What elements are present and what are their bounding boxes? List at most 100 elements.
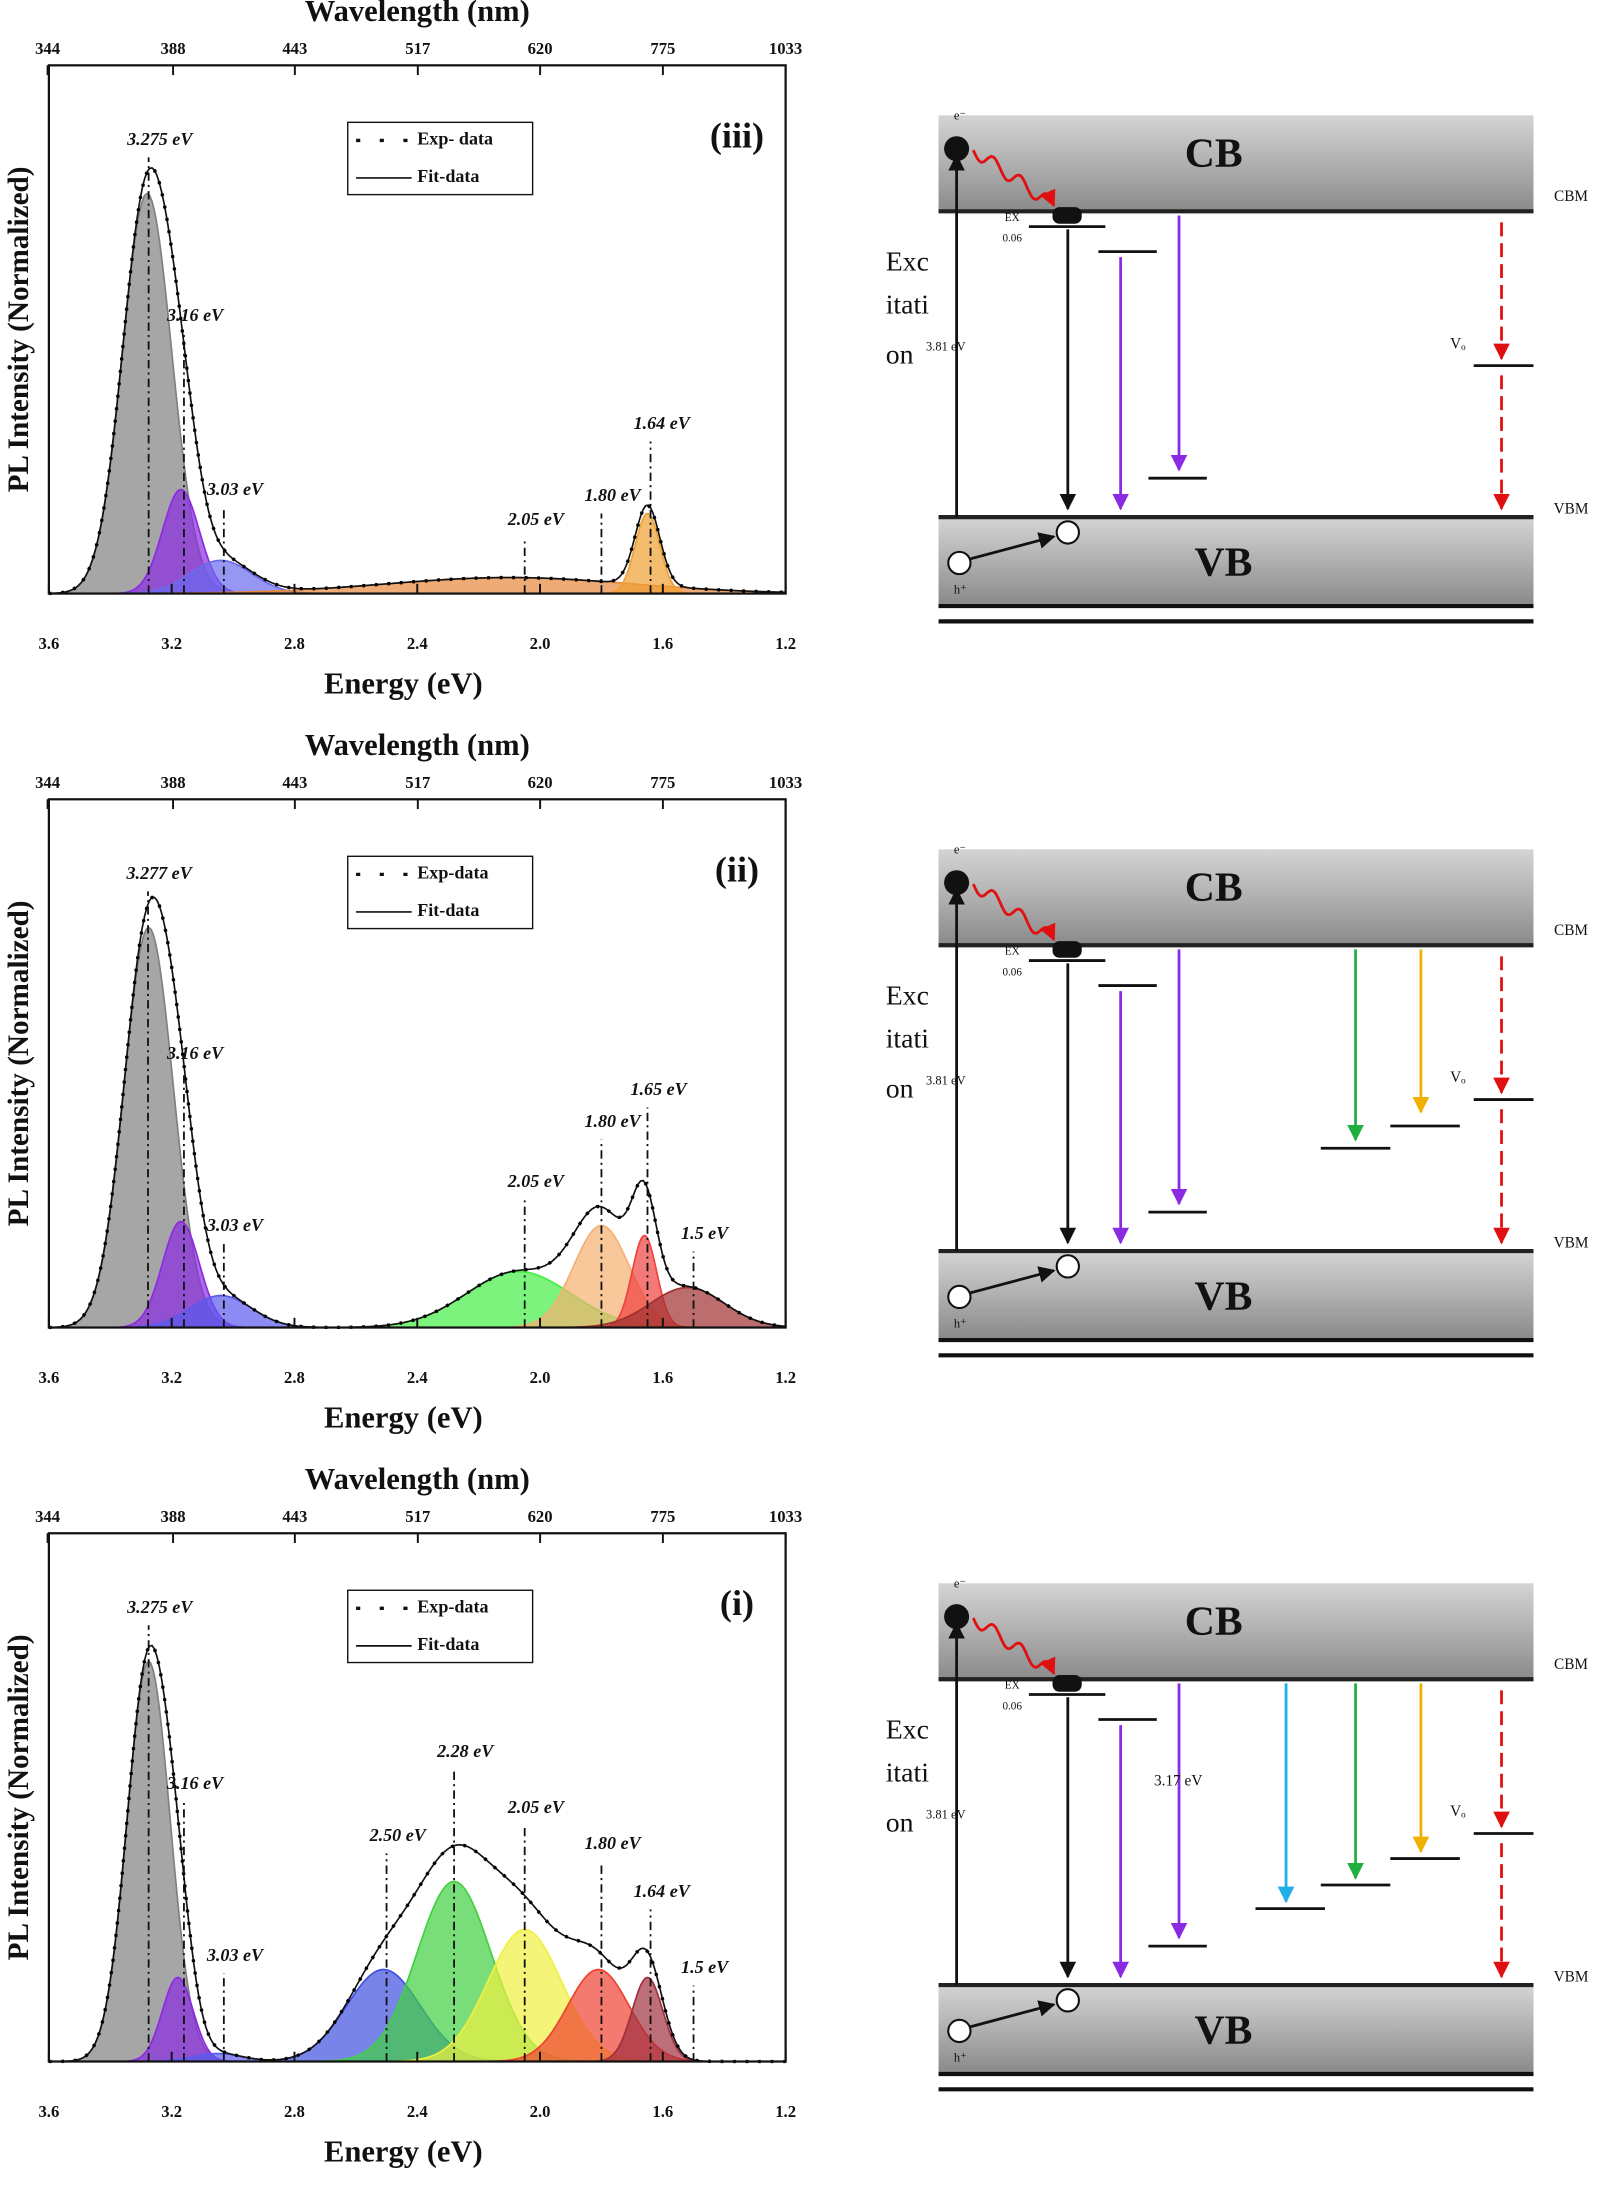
annotation-label: 2.05 eV (507, 1171, 566, 1191)
excitation-energy: 3.81 eV (926, 339, 966, 353)
x-tick-label: 3.2 (161, 2102, 182, 2121)
exciton-state (1052, 207, 1082, 224)
conduction-band (938, 1583, 1534, 1680)
x-tick-label: 3.2 (161, 634, 182, 653)
vbm-label: VBM (1554, 1235, 1589, 1252)
x2-tick-label: 443 (282, 39, 307, 58)
relaxation-wave (972, 1617, 1056, 1676)
x-tick-label: 3.2 (161, 1368, 182, 1387)
y-axis-title: PL Intensity (Normalized) (3, 1634, 35, 1960)
transition-arrow (970, 1266, 1056, 1295)
annotation-label: 1.5 eV (681, 1223, 730, 1243)
fit-component (597, 512, 698, 595)
excitation-label: on (886, 1074, 914, 1105)
conduction-band (938, 849, 1534, 946)
excitation-label: itati (886, 1758, 930, 1789)
x2-tick-label: 517 (405, 1507, 430, 1526)
hole (947, 550, 972, 576)
annotation-label: 3.275 eV (126, 129, 194, 149)
relaxation-wave (972, 149, 1056, 208)
fit-component (585, 1976, 710, 2063)
hole (947, 2018, 972, 2044)
x-tick-label: 2.4 (407, 2102, 429, 2121)
x-tick-label: 3.6 (38, 2102, 59, 2121)
annotation-label: 1.64 eV (634, 413, 692, 433)
x2-axis-title: Wavelength (nm) (305, 0, 530, 28)
fit-envelope (48, 166, 786, 595)
exciton-label: 0.06 (1002, 1701, 1022, 1713)
x2-tick-label: 388 (161, 39, 186, 58)
hole-label: h⁺ (954, 2051, 967, 2065)
x2-axis-title: Wavelength (nm) (305, 1462, 530, 1496)
x-tick-label: 3.6 (38, 1368, 59, 1387)
conduction-band (938, 115, 1534, 212)
y-axis-title: PL Intensity (Normalized) (3, 166, 35, 492)
excitation-energy: 3.81 eV (926, 1073, 966, 1087)
x-axis-title: Energy (eV) (324, 667, 483, 701)
hole (947, 1284, 972, 1310)
transition-arrow (970, 2000, 1056, 2029)
x-tick-label: 2.4 (407, 1368, 429, 1387)
defect-label: Vₒ (1450, 335, 1466, 352)
exciton-label: 0.06 (1002, 233, 1022, 245)
band-diagram: CB VB CBM VBM e⁻ EX 0.06 Exc itati on 3.81 eV Vₒ h⁺ (886, 109, 1589, 624)
x2-tick-label: 620 (528, 1507, 553, 1526)
x-tick-label: 1.6 (652, 634, 673, 653)
vbm-label: VBM (1554, 501, 1589, 518)
x-tick-label: 1.2 (775, 634, 796, 653)
annotation-label: 1.64 eV (634, 1881, 692, 1901)
electron-label: e⁻ (954, 1577, 966, 1591)
panel-label: (ii) (715, 849, 759, 889)
legend-box (347, 1589, 534, 1664)
hole-label: h⁺ (954, 1317, 967, 1331)
x-tick-label: 1.6 (652, 2102, 673, 2121)
x2-tick-label: 620 (528, 39, 553, 58)
x2-tick-label: 1033 (769, 39, 802, 58)
x-axis-title: Energy (eV) (324, 1401, 483, 1435)
x-tick-label: 2.8 (284, 2102, 305, 2121)
annotation-label: 3.03 eV (206, 1945, 265, 1965)
excitation-label: Exc (886, 980, 929, 1011)
annotation-label: 2.50 eV (369, 1825, 428, 1845)
x-tick-label: 2.8 (284, 634, 305, 653)
x-tick-label: 2.0 (530, 2102, 551, 2121)
valence-band (938, 1251, 1534, 1339)
transition-arrow (970, 532, 1056, 561)
exciton-label: EX (1005, 1680, 1020, 1692)
cbm-label: CBM (1554, 188, 1588, 205)
x-tick-label: 2.0 (530, 634, 551, 653)
vbm-label: VBM (1554, 1969, 1589, 1986)
annotation-label: 3.16 eV (166, 1773, 225, 1793)
band-diagram: CB VB CBM VBM e⁻ EX 0.06 Exc itati on 3.81 eV 3.17 … (886, 1577, 1589, 2092)
exciton-label: 0.06 (1002, 967, 1022, 979)
hole-label: h⁺ (954, 583, 967, 597)
hole (1055, 1254, 1080, 1279)
excitation-label: on (886, 1808, 914, 1839)
annotation-label: 3.03 eV (206, 479, 265, 499)
annotation-label: 1.65 eV (631, 1079, 689, 1099)
excitation-label: itati (886, 1024, 930, 1055)
annotation-label: 2.28 eV (436, 1741, 495, 1761)
fit-envelope (48, 1644, 786, 2063)
annotation-label: 1.80 eV (584, 485, 642, 505)
x2-tick-label: 344 (35, 39, 61, 58)
level-energy: 3.17 eV (1154, 1773, 1202, 1790)
exciton-state (1052, 1675, 1082, 1692)
vb-label: VB (1195, 539, 1253, 585)
x2-tick-label: 1033 (769, 773, 802, 792)
excitation-label: on (886, 340, 914, 371)
x2-tick-label: 775 (650, 1507, 675, 1526)
annotation-label: 2.05 eV (507, 1797, 566, 1817)
vb-label: VB (1195, 1273, 1253, 1319)
x2-tick-label: 620 (528, 773, 553, 792)
annotation-label: 3.275 eV (126, 1597, 194, 1617)
x-tick-label: 1.6 (652, 1368, 673, 1387)
hole (1055, 520, 1080, 545)
x2-tick-label: 775 (650, 39, 675, 58)
cbm-label: CBM (1554, 922, 1588, 939)
cb-label: CB (1185, 1599, 1243, 1645)
x-tick-label: 3.6 (38, 634, 59, 653)
x-axis-title: Energy (eV) (324, 2135, 483, 2169)
x2-tick-label: 344 (35, 773, 61, 792)
